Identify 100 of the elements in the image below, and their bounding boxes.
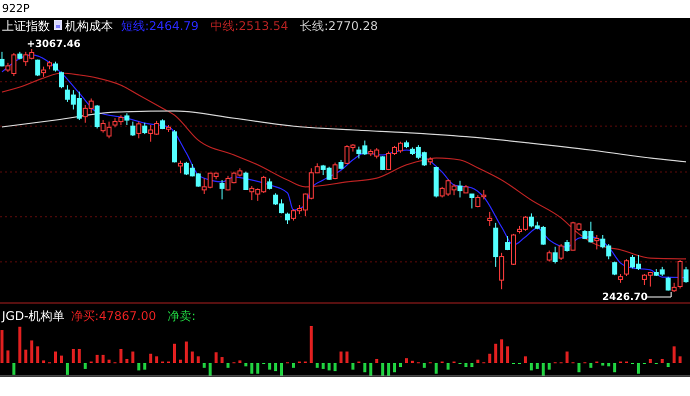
- candlestick: [558, 244, 564, 261]
- candlestick: [564, 239, 570, 252]
- candlestick: [594, 234, 600, 250]
- text: 短线:2464.79: [121, 19, 199, 33]
- candlestick: [546, 250, 552, 262]
- bar: [399, 363, 402, 368]
- bar: [666, 363, 670, 368]
- bar: [36, 346, 40, 363]
- bar: [250, 363, 254, 374]
- candlestick: [475, 194, 480, 208]
- bar: [102, 354, 105, 363]
- bar: [84, 363, 87, 369]
- text: 长线:2770.28: [300, 19, 378, 33]
- bar: [494, 344, 498, 363]
- candlestick: [142, 122, 148, 135]
- bar: [256, 363, 260, 374]
- candlestick: [41, 66, 46, 78]
- bar: [678, 356, 682, 363]
- candlestick: [684, 266, 689, 284]
- bar: [149, 354, 152, 363]
- bar: [30, 340, 34, 363]
- bar: [542, 363, 545, 376]
- bar: [66, 363, 69, 375]
- bar: [178, 360, 182, 363]
- candlestick: [457, 180, 462, 198]
- candlestick: [505, 236, 510, 251]
- bar: [464, 363, 468, 368]
- candlestick: [624, 258, 630, 276]
- bar: [500, 339, 504, 363]
- bar: [0, 330, 4, 363]
- bar: [393, 363, 396, 372]
- candlestick: [672, 282, 677, 292]
- candlestick: [469, 194, 474, 209]
- candlestick: [666, 276, 671, 292]
- bar: [422, 363, 426, 368]
- bar: [208, 363, 212, 376]
- bar: [613, 363, 616, 372]
- bar: [131, 352, 134, 363]
- chart-subtitle: 机构成本: [65, 19, 113, 33]
- annotation: 2426.70: [602, 292, 648, 303]
- bar: [506, 346, 510, 363]
- bar: [607, 363, 610, 366]
- bar: [220, 357, 224, 363]
- text: 中线:2513.54: [210, 19, 288, 33]
- candlestick: [332, 162, 338, 180]
- bar: [137, 363, 140, 370]
- bar: [268, 363, 272, 370]
- bar: [190, 352, 194, 363]
- bar: [476, 360, 480, 363]
- bar: [155, 356, 158, 363]
- bar: [274, 363, 278, 372]
- bar: [143, 363, 146, 370]
- bar: [280, 363, 284, 376]
- bar: [363, 363, 366, 372]
- annotation: +3067.46: [26, 39, 81, 50]
- bar: [470, 363, 474, 368]
- bar: [78, 348, 81, 363]
- bar: [24, 350, 28, 363]
- candlestick: [53, 61, 58, 72]
- bar: [434, 363, 438, 374]
- bar: [530, 363, 533, 370]
- bar: [334, 363, 337, 372]
- bar: [660, 358, 664, 363]
- candlestick: [94, 104, 100, 129]
- bar: [375, 358, 378, 363]
- bar: [524, 356, 527, 363]
- bar: [238, 360, 242, 363]
- candlestick: [35, 58, 40, 77]
- bar: [536, 363, 539, 369]
- bar: [12, 363, 16, 375]
- text: 净卖:: [168, 309, 196, 323]
- bar: [446, 363, 450, 370]
- text: 922P: [2, 2, 30, 15]
- candlestick: [0, 51, 4, 68]
- bar: [42, 360, 46, 363]
- text: 净买:47867.00: [70, 309, 156, 323]
- bar: [292, 363, 295, 368]
- candlestick: [481, 189, 486, 200]
- bar: [548, 363, 551, 370]
- candlestick: [552, 246, 558, 264]
- bar: [72, 348, 75, 363]
- bar: [54, 352, 58, 363]
- bar: [322, 363, 325, 369]
- bar: [328, 363, 331, 370]
- bar: [601, 363, 604, 366]
- bar: [316, 363, 319, 368]
- bar: [648, 358, 652, 363]
- candlestick: [380, 156, 386, 171]
- bar: [404, 358, 408, 363]
- bar: [351, 363, 354, 370]
- candlestick: [124, 112, 130, 126]
- bar: [108, 360, 111, 363]
- chart-title: 上证指数: [2, 19, 50, 33]
- candlestick: [612, 261, 618, 276]
- bar: [18, 326, 22, 363]
- candlestick: [487, 211, 492, 226]
- bar: [202, 363, 206, 368]
- bar: [589, 363, 592, 368]
- bar: [244, 363, 248, 366]
- candlestick: [338, 159, 344, 170]
